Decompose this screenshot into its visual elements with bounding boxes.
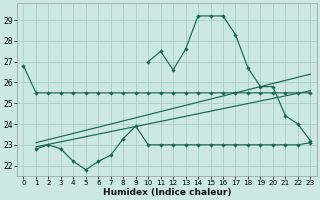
X-axis label: Humidex (Indice chaleur): Humidex (Indice chaleur) [103, 188, 231, 197]
